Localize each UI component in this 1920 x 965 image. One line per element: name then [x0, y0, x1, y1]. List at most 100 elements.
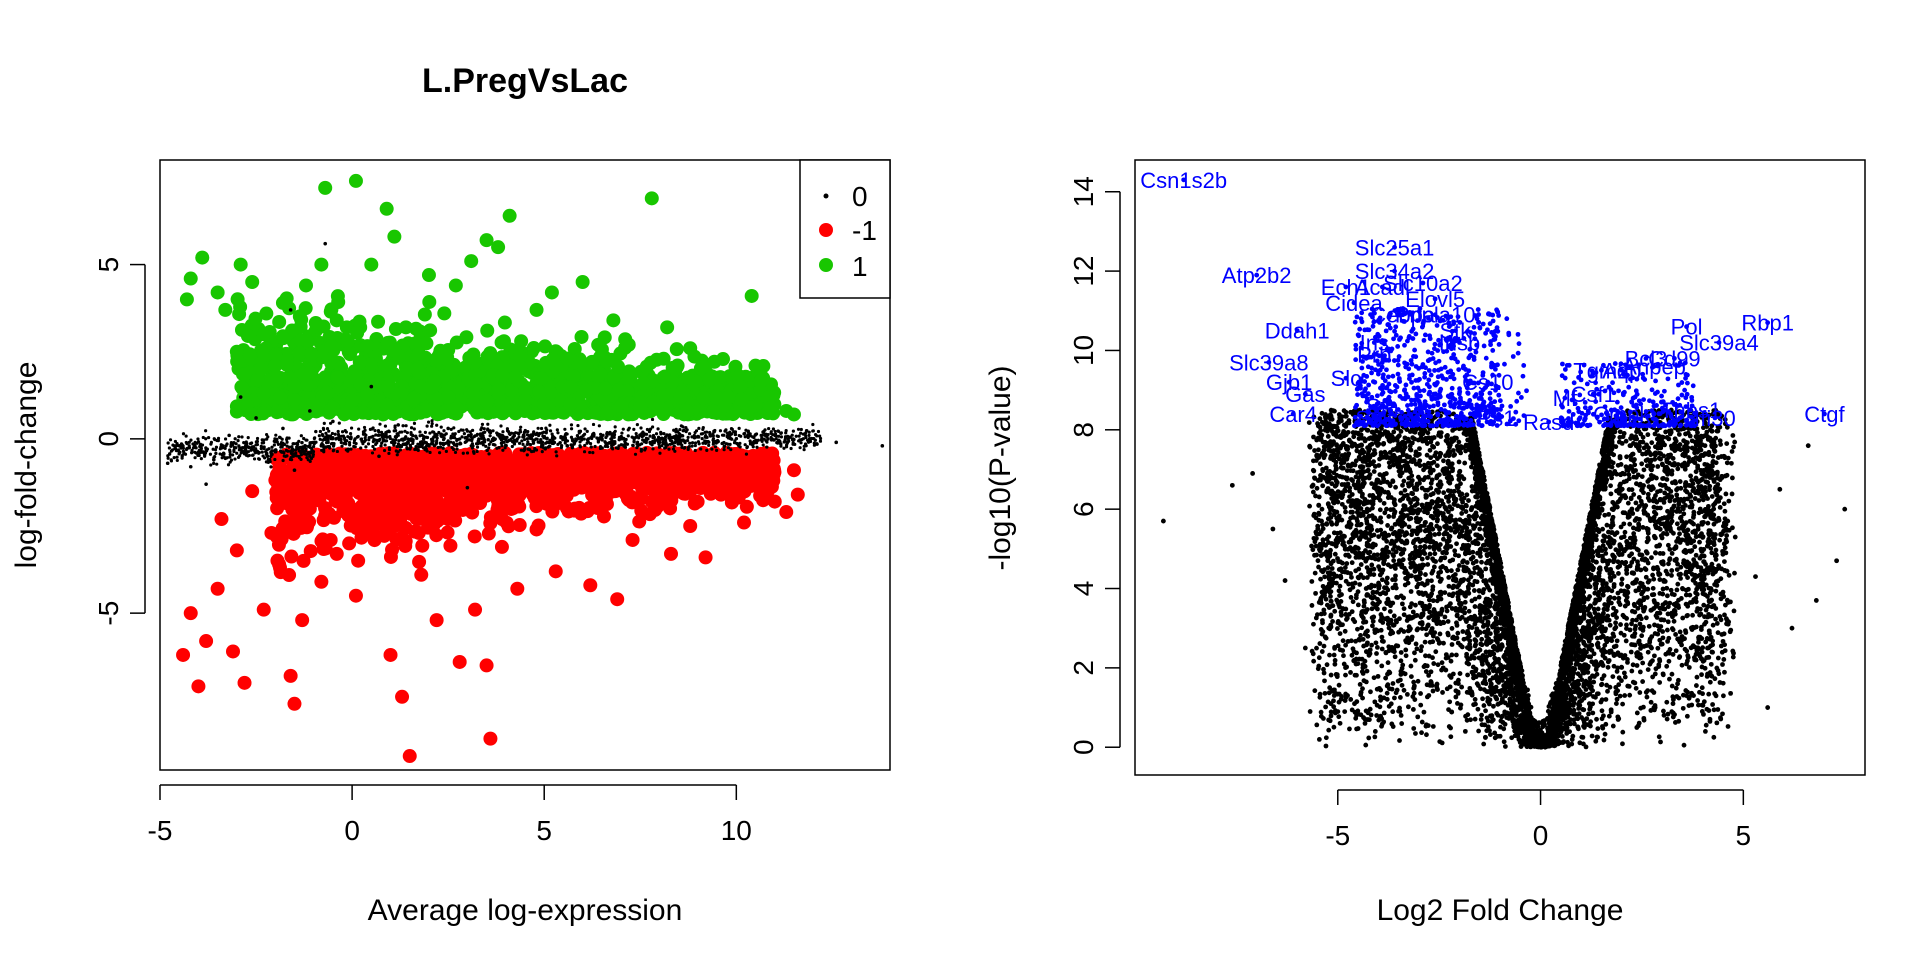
- ma-cloud-point-down: [415, 539, 429, 553]
- ma-plot-y-axis: -505: [93, 257, 145, 626]
- ma-cloud-point-null: [367, 438, 370, 441]
- ma-cloud-point-null: [323, 422, 326, 425]
- ma-cloud-point-null: [693, 435, 696, 438]
- ma-cloud-point-null: [219, 447, 222, 450]
- ma-cloud-point-null: [526, 443, 529, 446]
- ma-cloud-point-null: [560, 446, 563, 449]
- ma-cloud-point-up: [331, 371, 345, 385]
- ma-cloud-point-null: [240, 451, 243, 454]
- ma-cloud-point-down: [316, 532, 330, 546]
- ma-cloud-point-up: [753, 374, 767, 388]
- ma-cloud-point-null: [466, 430, 469, 433]
- ma-cloud-point-null: [427, 443, 430, 446]
- ma-point-series-1: [345, 394, 359, 408]
- ma-cloud-point-down: [460, 471, 474, 485]
- ma-cloud-point-null: [604, 441, 607, 444]
- ma-cloud-point-down: [441, 526, 455, 540]
- ma-cloud-point-null: [812, 429, 815, 432]
- ma-point-series-0: [565, 444, 569, 448]
- ma-cloud-point-null: [300, 453, 303, 456]
- ma-cloud-point-down: [290, 520, 304, 534]
- ma-cloud-point-null: [188, 441, 191, 444]
- ma-cloud-point-null: [332, 448, 335, 451]
- ma-cloud-point-null: [541, 450, 544, 453]
- volcano-cloud-point: [1432, 532, 1437, 537]
- ma-cloud-point-null: [684, 441, 687, 444]
- ma-point-series--1: [214, 512, 228, 526]
- ma-point-series--1: [626, 533, 640, 547]
- ma-cloud-point-null: [248, 454, 251, 457]
- ma-point-series--1: [360, 522, 374, 536]
- ma-cloud-point-null: [536, 438, 539, 441]
- ma-cloud-point-null: [455, 447, 458, 450]
- ma-cloud-point-null: [502, 441, 505, 444]
- ma-cloud-point-null: [462, 452, 465, 455]
- ma-cloud-point-null: [182, 432, 185, 435]
- ma-cloud-point-null: [291, 447, 294, 450]
- ma-cloud-point-up: [360, 339, 374, 353]
- ma-cloud-point-null: [399, 448, 402, 451]
- ma-cloud-point-null: [553, 437, 556, 440]
- ma-cloud-point-null: [651, 418, 654, 421]
- ma-cloud-point-null: [404, 424, 407, 427]
- ma-cloud-point-null: [313, 441, 316, 444]
- ma-cloud-point-null: [716, 440, 719, 443]
- ma-cloud-point-null: [635, 435, 638, 438]
- ma-cloud-point-null: [401, 439, 404, 442]
- ma-cloud-point-null: [472, 452, 475, 455]
- ma-point-series-0: [308, 409, 312, 413]
- ma-cloud-point-down: [384, 550, 398, 564]
- ma-point-series--1: [453, 655, 467, 669]
- ma-cloud-point-null: [195, 446, 198, 449]
- ma-cloud-point-up: [657, 370, 671, 384]
- ma-cloud-point-null: [733, 439, 736, 442]
- ma-cloud-point-null: [784, 439, 787, 442]
- ma-point-series--1: [414, 568, 428, 582]
- ma-cloud-point-null: [590, 437, 593, 440]
- ma-cloud-point-null: [664, 435, 667, 438]
- ma-cloud-point-null: [622, 428, 625, 431]
- ma-cloud-point-null: [780, 431, 783, 434]
- ma-cloud-point-null: [309, 460, 312, 463]
- ma-cloud-point-up: [480, 324, 494, 338]
- ma-cloud-point-null: [284, 455, 287, 458]
- ma-cloud-point-null: [477, 438, 480, 441]
- ma-cloud-point-null: [667, 448, 670, 451]
- ma-cloud-point-null: [378, 423, 381, 426]
- ma-cloud-point-null: [428, 431, 431, 434]
- ma-cloud-point-null: [292, 453, 295, 456]
- ma-cloud-point-down: [437, 464, 451, 478]
- ma-cloud-point-null: [761, 440, 764, 443]
- ma-cloud-point-null: [430, 438, 433, 441]
- ma-cloud-point-null: [500, 436, 503, 439]
- ma-cloud-point-null: [184, 453, 187, 456]
- ma-cloud-point-null: [532, 430, 535, 433]
- ma-cloud-point-null: [433, 433, 436, 436]
- ma-cloud-point-null: [450, 446, 453, 449]
- ma-cloud-point-up: [636, 376, 650, 390]
- ma-cloud-point-up: [527, 341, 541, 355]
- ma-cloud-point-up: [388, 344, 402, 358]
- ma-cloud-point-down: [421, 521, 435, 535]
- ma-cloud-point-null: [480, 437, 483, 440]
- ma-cloud-point-null: [452, 426, 455, 429]
- ma-point-series-1: [184, 272, 198, 286]
- ma-cloud-point-null: [331, 436, 334, 439]
- ma-point-series-1: [180, 292, 194, 306]
- ma-cloud-point-null: [526, 440, 529, 443]
- ma-cloud-point-up: [293, 309, 307, 323]
- ma-point-series-1: [622, 338, 636, 352]
- ma-cloud-point-null: [734, 430, 737, 433]
- ma-point-series--1: [768, 495, 782, 509]
- ma-cloud-point-null: [372, 438, 375, 441]
- ma-cloud-point-null: [321, 439, 324, 442]
- ma-point-series-1: [380, 202, 394, 216]
- ma-cloud-point-null: [266, 435, 269, 438]
- ma-cloud-point-down: [703, 467, 717, 481]
- ma-cloud-point-null: [661, 441, 664, 444]
- ma-cloud-point-null: [767, 427, 770, 430]
- ma-cloud-point-null: [357, 428, 360, 431]
- ma-cloud-point-up: [600, 406, 614, 420]
